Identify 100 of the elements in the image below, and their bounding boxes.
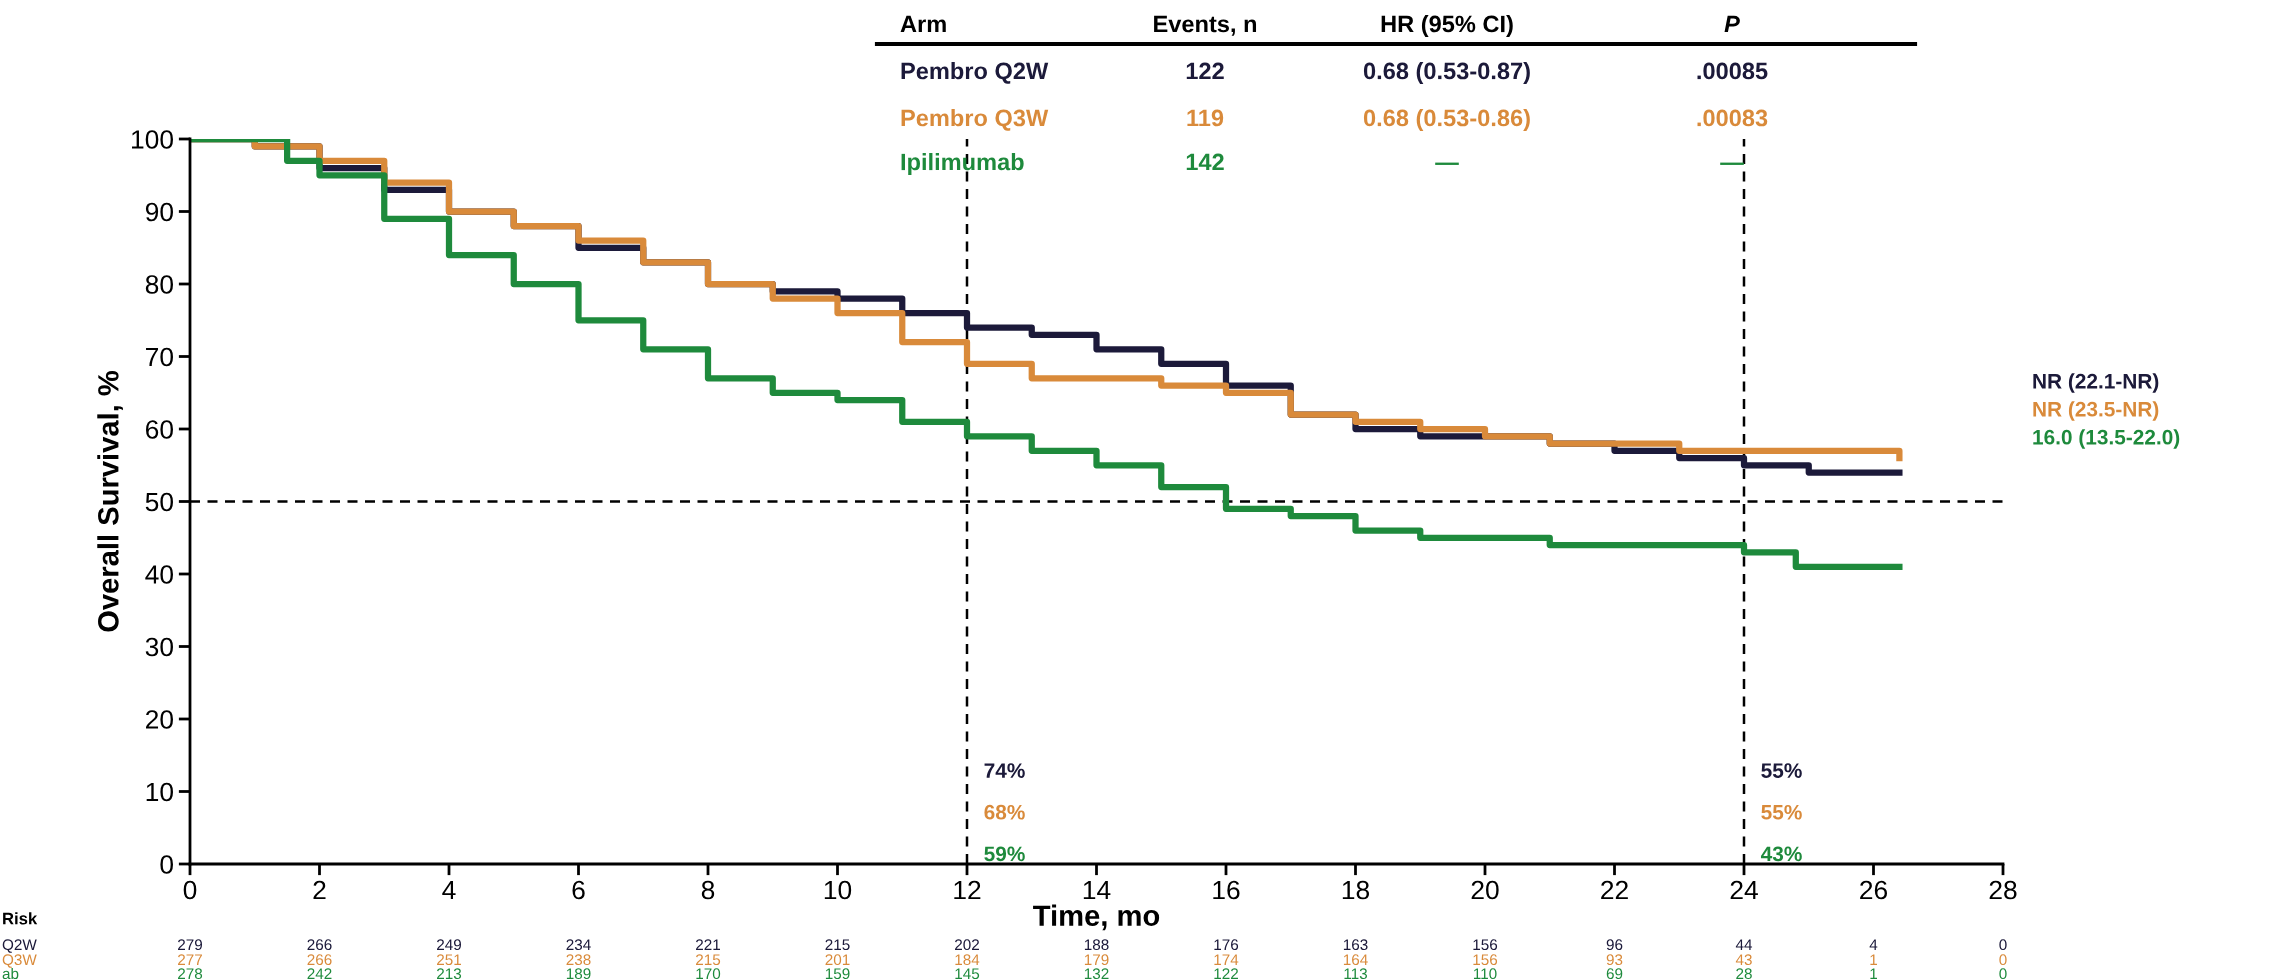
- y-tick-label: 60: [146, 420, 173, 439]
- text: P: [1724, 15, 1740, 33]
- y-tick-label: 70: [146, 347, 173, 367]
- text: Risk: [3, 912, 38, 925]
- text: 119: [1187, 109, 1224, 127]
- text: 164: [1343, 954, 1368, 966]
- text: 234: [566, 939, 591, 951]
- annotation: 55%: [1761, 804, 1802, 820]
- text: 266: [307, 954, 332, 966]
- text: 1: [1870, 968, 1877, 979]
- text: 170: [696, 968, 721, 980]
- x-tick-label: 24: [1730, 880, 1758, 900]
- text: ab: [2, 967, 19, 980]
- y-tick-label: 10: [146, 782, 173, 802]
- text: Events, n: [1154, 15, 1257, 36]
- x-tick-label: 18: [1342, 880, 1370, 900]
- x-tick-label: 4: [442, 880, 456, 900]
- annotation: 59%: [984, 846, 1025, 862]
- y-tick-label: 100: [132, 130, 173, 149]
- text: 201: [825, 954, 850, 966]
- text: 202: [955, 939, 979, 951]
- text: 215: [825, 939, 850, 951]
- annotation: 43%: [1760, 846, 1802, 862]
- text: 1: [1870, 954, 1877, 965]
- text: Pembro Q3W: [901, 109, 1049, 131]
- text: 0: [1999, 939, 2007, 951]
- text: Q3W: [2, 954, 37, 968]
- y-tick-label: 90: [145, 202, 173, 222]
- text: 279: [178, 939, 203, 951]
- text: 242: [307, 968, 332, 979]
- y-tick-label: 20: [146, 710, 173, 729]
- text: 0: [1999, 968, 2007, 980]
- text: 93: [1606, 954, 1623, 966]
- text: 28: [1736, 968, 1752, 980]
- text: 238: [566, 954, 591, 966]
- x-tick-label: 2: [313, 880, 326, 900]
- text: Q2W: [2, 939, 37, 953]
- text: Arm: [900, 15, 946, 33]
- text: NR (22.1-NR): [2033, 373, 2159, 393]
- text: .00085: [1697, 62, 1768, 80]
- text: 249: [437, 939, 462, 951]
- text: 278: [178, 968, 203, 980]
- text: 179: [1084, 954, 1109, 966]
- text: Ipilimumab: [901, 153, 1024, 176]
- x-tick-label: 0: [183, 880, 197, 900]
- text: 156: [1473, 939, 1498, 951]
- text: 44: [1735, 939, 1753, 950]
- x-tick-label: 20: [1471, 880, 1499, 900]
- text: 174: [1214, 954, 1239, 965]
- annotation: 55%: [1761, 763, 1802, 778]
- text: 277: [178, 954, 202, 965]
- y-tick-label: 30: [145, 637, 173, 657]
- text: 122: [1214, 968, 1238, 979]
- text: 221: [696, 939, 720, 950]
- y-tick-label: 40: [145, 565, 173, 584]
- annotation: 74%: [984, 763, 1025, 778]
- x-tick-label: 16: [1213, 880, 1240, 900]
- x-tick-label: 12: [954, 880, 981, 900]
- x-tick-label: 26: [1860, 880, 1888, 900]
- y-tick-label: 80: [145, 275, 173, 294]
- text: 43: [1735, 954, 1752, 966]
- text: 145: [955, 968, 980, 980]
- text: 0: [1999, 954, 2007, 966]
- text: 69: [1606, 968, 1623, 980]
- text: 0.68 (0.53-0.86): [1363, 109, 1530, 132]
- text: 122: [1186, 62, 1224, 80]
- text: 16.0 (13.5-22.0): [2033, 429, 2180, 449]
- x-tick-label: 22: [1601, 880, 1628, 900]
- text: 159: [825, 968, 850, 980]
- y-tick-label: 0: [160, 855, 173, 874]
- text: HR (95% CI): [1381, 15, 1513, 38]
- text: 266: [307, 939, 332, 951]
- y-axis-title: Overall Survival, %: [97, 370, 123, 632]
- text: 156: [1473, 954, 1498, 966]
- text: 163: [1343, 939, 1368, 951]
- annotation: —: [1435, 162, 1459, 165]
- x-tick-label: 10: [824, 880, 852, 900]
- text: 251: [437, 954, 461, 966]
- x-tick-label: 6: [572, 880, 585, 900]
- text: 213: [437, 968, 462, 980]
- text: 0.68 (0.53-0.87): [1363, 62, 1530, 85]
- text: 189: [566, 968, 591, 980]
- annotation: 68%: [984, 804, 1025, 820]
- text: 96: [1606, 939, 1623, 951]
- text: Pembro Q2W: [901, 62, 1049, 84]
- x-axis-title: Time, mo: [1033, 904, 1160, 931]
- text: .00083: [1697, 109, 1768, 127]
- text: NR (23.5-NR): [2033, 401, 2159, 421]
- annotation: —: [1720, 162, 1744, 165]
- y-tick-label: 50: [145, 492, 173, 512]
- text: 4: [1869, 939, 1878, 950]
- text: 113: [1344, 968, 1368, 980]
- x-tick-label: 28: [1989, 880, 2017, 900]
- text: 188: [1084, 939, 1109, 951]
- annotation: 142: [1186, 153, 1224, 171]
- x-tick-label: 8: [701, 880, 715, 900]
- text: 215: [696, 954, 721, 966]
- text: 132: [1084, 968, 1109, 980]
- text: 110: [1473, 968, 1497, 980]
- text: 184: [955, 954, 980, 966]
